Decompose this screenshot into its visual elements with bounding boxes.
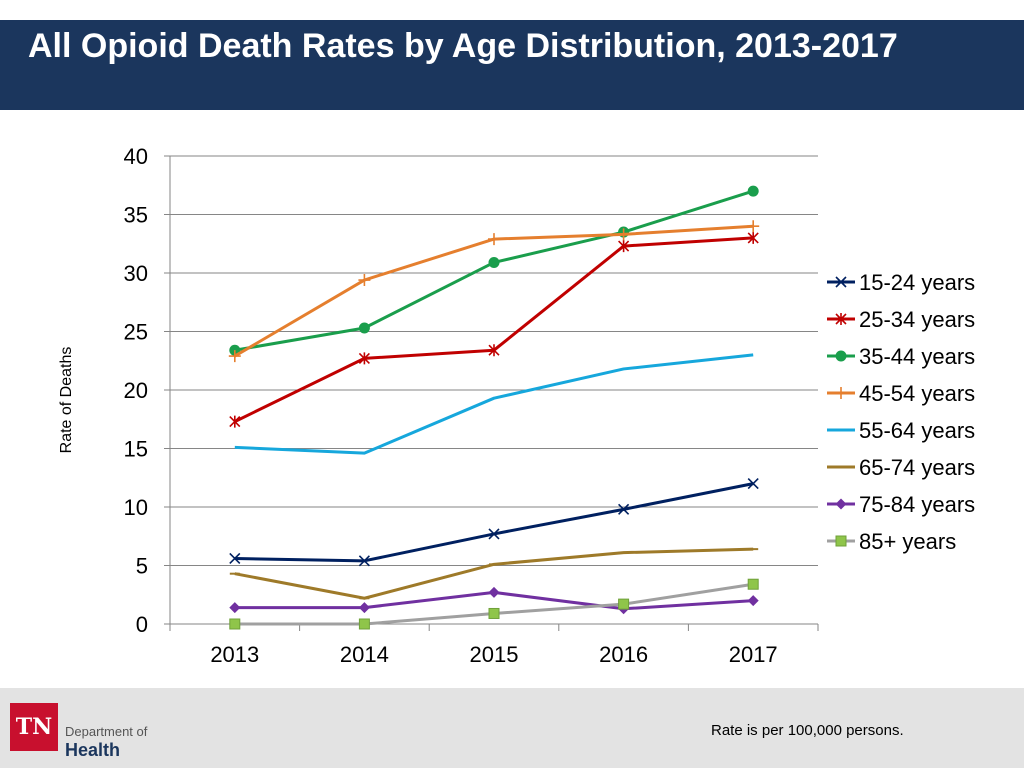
point [835,387,847,399]
x-tick-label: 2014 [340,642,389,667]
point [747,185,759,197]
footer: TN Department of Health Rate is per 100,… [0,688,1024,768]
series-15-24-years [229,478,759,567]
legend-label: 25-34 years [859,307,975,332]
legend-label: 55-64 years [859,418,975,443]
series-85-years [229,578,759,630]
legend-item: 35-44 years [827,344,975,369]
series-65-74-years [229,547,759,600]
y-tick-label: 5 [136,554,148,579]
legend-item: 85+ years [827,529,956,554]
y-tick-label: 15 [124,437,148,462]
point [747,578,759,590]
point [618,503,630,515]
page-title: All Opioid Death Rates by Age Distributi… [28,27,898,65]
point [835,498,847,510]
footer-note: Rate is per 100,000 persons. [711,722,904,739]
legend-item: 25-34 years [827,307,975,332]
point [747,595,759,607]
point [747,220,760,233]
legend-label: 45-54 years [859,381,975,406]
legend-label: 65-74 years [859,455,975,480]
legend-item: 55-64 years [827,418,975,443]
point [747,231,759,244]
series-35-44-years [229,185,759,356]
line-chart: 0 5 10 15 20 25 30 35 40 2013 2014 2015 2016 2017 Rate… [58,144,975,667]
point [488,344,500,357]
point [488,256,500,268]
logo-department-text: Department of [65,724,148,739]
point [617,228,630,241]
legend-label: 15-24 years [859,270,975,295]
legend-item: 75-84 years [827,492,975,517]
y-axis-label: Rate of Deaths [58,347,75,454]
y-tick-label: 10 [124,495,148,520]
series-55-64-years [234,353,754,455]
y-tick-label: 20 [124,378,148,403]
point [488,528,500,540]
point [229,602,241,614]
point [358,602,370,614]
x-tick-label: 2013 [210,642,259,667]
point [488,233,500,246]
series-25-34-years [229,231,759,428]
tn-logo: TN [10,703,58,751]
y-tick-label: 25 [124,320,148,345]
series-line [234,353,754,455]
point [488,586,500,598]
legend-item: 45-54 years [827,381,975,406]
point [229,618,241,630]
point [358,352,370,365]
x-tick-label: 2015 [470,642,519,667]
point [747,478,759,490]
point [228,350,241,363]
point [618,240,630,253]
legend-label: 35-44 years [859,344,975,369]
legend-item: 65-74 years [827,455,975,480]
logo-health-text: Health [65,740,121,760]
y-tick-label: 0 [136,612,148,637]
point [358,274,371,287]
point [835,535,847,547]
legend: 15-24 years 25-34 years 35-44 years 45-54 y… [827,270,975,554]
series-line [234,482,754,563]
point [358,322,370,334]
legend-item: 15-24 years [827,270,975,295]
y-tick-label: 35 [124,203,148,228]
point [835,313,847,325]
point [358,555,370,567]
series-45-54-years [228,220,760,363]
point [835,276,847,288]
point [229,552,241,565]
series-75-84-years [229,586,759,615]
y-tick-label: 40 [124,144,148,169]
point [835,350,847,362]
x-tick-label: 2017 [729,642,778,667]
point [358,618,370,630]
legend-label: 75-84 years [859,492,975,517]
point [488,607,500,619]
point [618,598,630,610]
legend-label: 85+ years [859,529,956,554]
x-tick-label: 2016 [599,642,648,667]
y-tick-label: 30 [124,261,148,286]
title-bar: All Opioid Death Rates by Age Distributi… [0,20,1024,110]
point [229,415,241,428]
